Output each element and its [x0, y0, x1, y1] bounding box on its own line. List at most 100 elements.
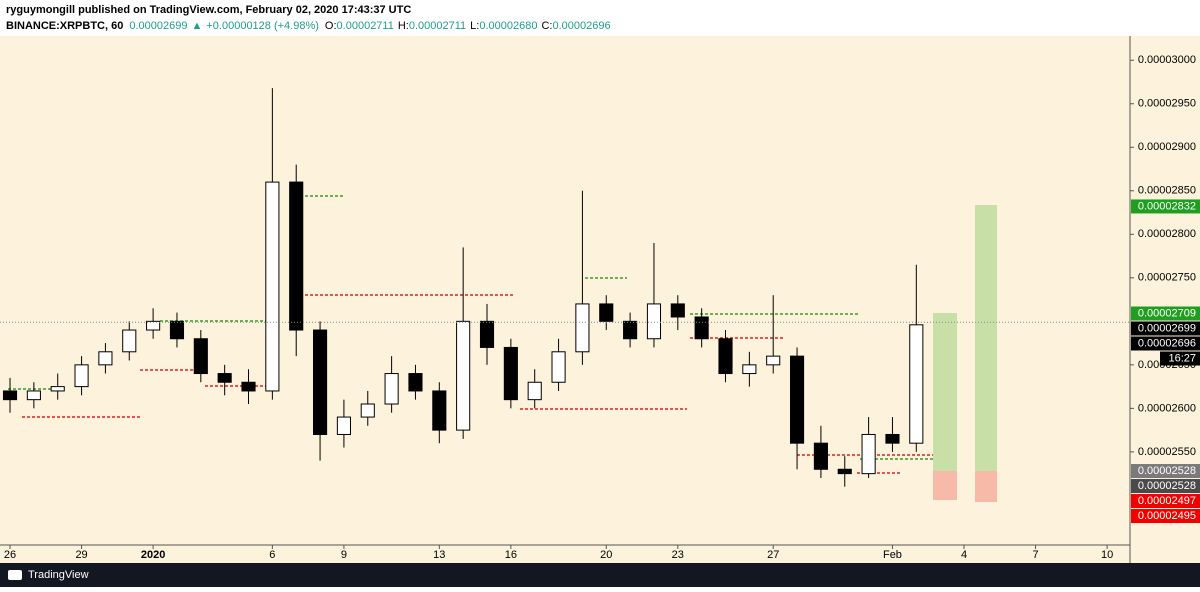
candle-body	[98, 351, 113, 366]
candle-body	[527, 381, 542, 401]
levels	[8, 195, 933, 474]
candle-body	[456, 320, 471, 431]
l-label: L:	[470, 20, 479, 32]
candle-body	[742, 364, 757, 375]
x-tick-label: 26	[4, 549, 16, 561]
candle-body	[575, 303, 590, 353]
publisher: ryguymongill published on TradingView.co…	[6, 4, 411, 16]
y-tick-label: 0.00002950	[1138, 98, 1196, 110]
header-bg	[0, 0, 1200, 36]
position-tools	[933, 205, 997, 502]
candle-body	[503, 346, 518, 401]
candle-body	[74, 364, 89, 388]
x-tick-label: 9	[341, 549, 347, 561]
countdown: 16:27	[1168, 352, 1196, 364]
x-tick-label: 20	[600, 549, 612, 561]
candle-body	[169, 320, 185, 340]
c-label: C:	[541, 20, 552, 32]
footer-brand: TradingView	[28, 569, 89, 581]
loss-zone	[933, 471, 957, 500]
x-tick-label: 7	[1032, 549, 1038, 561]
y-tick-label: 0.00002900	[1138, 141, 1196, 153]
c: 0.00002696	[552, 20, 610, 32]
x-tick-label: 13	[433, 549, 445, 561]
price-tag-label: 0.00002528	[1138, 480, 1196, 492]
candle-body	[694, 316, 709, 340]
candle-body	[2, 390, 18, 401]
profit-zone	[975, 205, 997, 471]
candle-body	[146, 320, 161, 331]
price-tag-label: 0.00002699	[1138, 322, 1196, 334]
candle-body	[289, 181, 304, 331]
candle-body	[50, 386, 65, 392]
candle-body	[408, 373, 423, 392]
candle-body	[646, 303, 662, 340]
x-tick-label: Feb	[883, 549, 902, 561]
candle-body	[384, 373, 399, 405]
loss-zone	[975, 471, 997, 502]
price-tag	[1131, 336, 1200, 351]
candle-body	[432, 390, 447, 431]
profit-zone	[933, 313, 957, 471]
l: 0.00002680	[479, 20, 537, 32]
symbol-line: BINANCE:XRPBTC, 60 0.00002699 ▲ +0.00000128…	[6, 20, 611, 32]
candle-body	[360, 403, 375, 418]
candle-body	[766, 355, 781, 366]
y-tick-label: 0.00002750	[1138, 272, 1196, 284]
symbol: BINANCE:XRPBTC, 60	[6, 20, 123, 32]
o-label: O:	[325, 20, 337, 32]
candle-body	[885, 433, 900, 444]
candle-body	[265, 181, 280, 392]
change: +0.00000128 (+4.98%)	[206, 20, 319, 32]
candle-body	[217, 373, 232, 383]
h-label: H:	[398, 20, 409, 32]
y-tick-label: 0.00002550	[1138, 446, 1196, 458]
x-tick-label: 4	[961, 549, 967, 561]
footer-bar	[0, 563, 1200, 587]
candle-body	[551, 351, 566, 383]
price-tag	[1131, 509, 1200, 524]
x-tick-label: 2020	[141, 549, 165, 561]
price-tag-label: 0.00002497	[1138, 495, 1196, 507]
logo	[8, 570, 22, 580]
countdown-tag	[1160, 351, 1200, 366]
price-tag	[1131, 199, 1200, 214]
candle-body	[909, 324, 924, 444]
price-tag	[1131, 321, 1200, 336]
x-tick-label: 6	[269, 549, 275, 561]
y-tick-label: 0.00003000	[1138, 54, 1196, 66]
candle-body	[193, 338, 208, 375]
y-tick-label: 0.00002600	[1138, 402, 1196, 414]
candle-body	[861, 433, 876, 475]
candle-body	[789, 355, 805, 444]
x-tick-label: 27	[767, 549, 779, 561]
x-tick-label: 29	[75, 549, 87, 561]
price-tag	[1131, 464, 1200, 479]
price-tag	[1131, 479, 1200, 494]
price-tag-label: 0.00002528	[1138, 465, 1196, 477]
price-tag-label: 0.00002696	[1138, 337, 1196, 349]
price-tag-label: 0.00002832	[1138, 200, 1196, 212]
h: 0.00002711	[409, 20, 466, 32]
logo-mark	[8, 570, 22, 580]
x-tick-label: 10	[1101, 549, 1113, 561]
candle-body	[813, 442, 828, 470]
price-tag-label: 0.00002709	[1138, 307, 1196, 319]
candle-body	[241, 381, 256, 392]
arrow: ▲	[191, 20, 202, 32]
candle-body	[599, 303, 614, 322]
y-tick-label: 0.00002850	[1138, 185, 1196, 197]
candle-body	[313, 329, 328, 435]
x-tick-label: 16	[505, 549, 517, 561]
candle-body	[837, 468, 852, 475]
x-tick-label: 23	[672, 549, 684, 561]
candle-body	[122, 329, 137, 353]
candle-body	[718, 338, 733, 375]
candle-body	[670, 303, 685, 318]
o: 0.00002711	[337, 20, 394, 32]
candle-body	[479, 320, 495, 348]
last: 0.00002699	[129, 20, 187, 32]
price-tag-label: 0.00002495	[1138, 510, 1196, 522]
